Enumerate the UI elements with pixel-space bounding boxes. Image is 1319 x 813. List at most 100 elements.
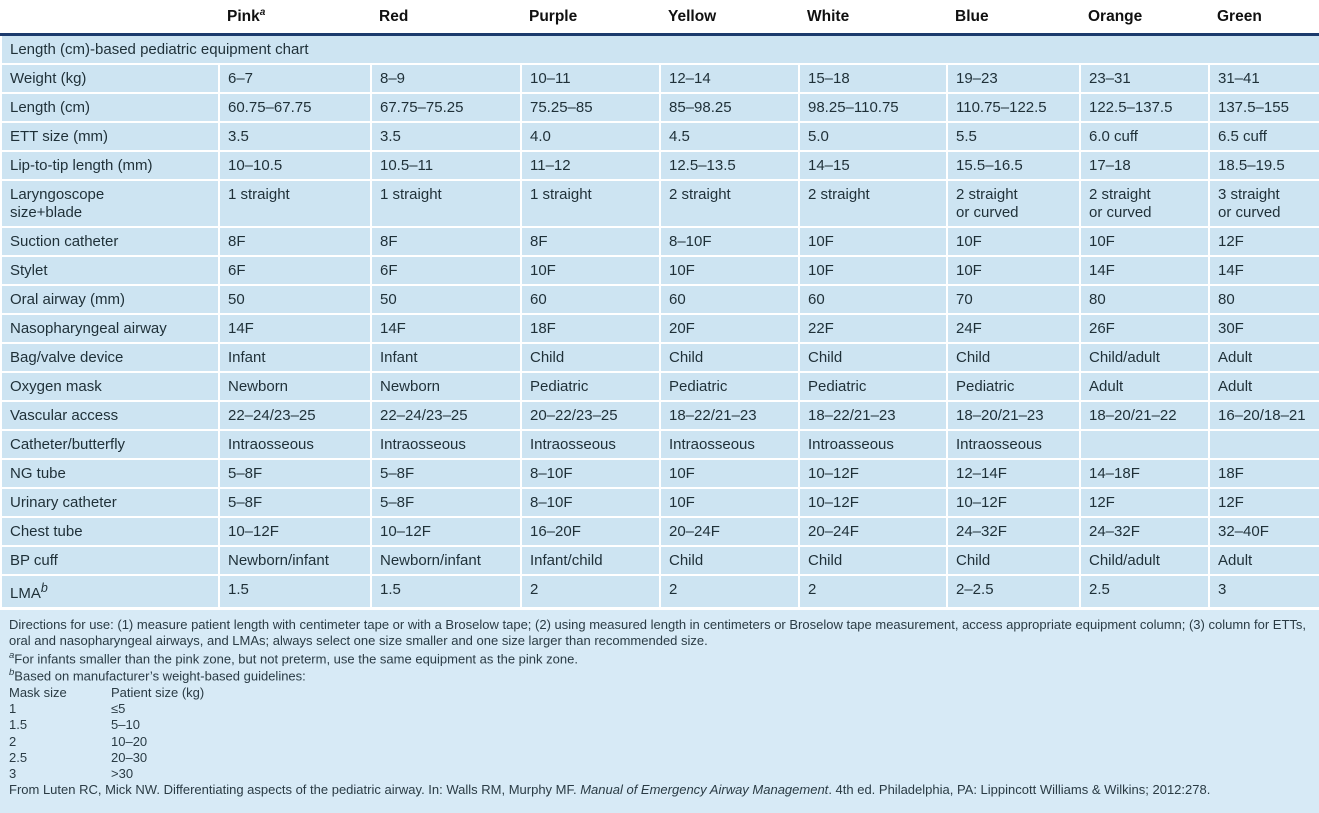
table-caption: Length (cm)-based pediatric equipment ch… bbox=[0, 33, 1319, 66]
table-cell: 14F bbox=[1079, 255, 1210, 287]
table-cell: 8–10F bbox=[520, 487, 661, 519]
table-cell: 6F bbox=[218, 255, 372, 287]
table-cell: 18–22/21–23 bbox=[798, 400, 948, 432]
table-cell: Pediatric bbox=[520, 371, 661, 403]
table-row: Suction catheter 8F 8F 8F 8–10F 10F 10F … bbox=[0, 226, 1319, 258]
table-cell: 122.5–137.5 bbox=[1079, 92, 1210, 124]
table-cell: 18F bbox=[1208, 458, 1319, 490]
row-label-text: Catheter/butterfly bbox=[10, 436, 126, 454]
table-cell: 24–32F bbox=[946, 516, 1081, 548]
directions-text: Directions for use: (1) measure patient … bbox=[9, 617, 1306, 649]
table-cell: 12–14F bbox=[946, 458, 1081, 490]
table-cell: 6–7 bbox=[218, 63, 372, 95]
table-cell: 60 bbox=[659, 284, 800, 316]
citation-post: . 4th ed. Philadelphia, PA: Lippincott W… bbox=[828, 782, 1211, 798]
table-cell: Intraosseous bbox=[218, 429, 372, 461]
table-cell: Adult bbox=[1208, 342, 1319, 374]
table-cell: 10F bbox=[1079, 226, 1210, 258]
mask-size-cell: 1.5 bbox=[9, 717, 28, 733]
row-label: Bag/valve device bbox=[0, 342, 220, 374]
table-cell: 3.5 bbox=[218, 121, 372, 153]
table-cell: Child bbox=[520, 342, 661, 374]
table-row: Bag/valve device Infant Infant Child Chi… bbox=[0, 342, 1319, 374]
row-label-text: Vascular access bbox=[10, 407, 119, 425]
column-header-white: White bbox=[799, 0, 947, 37]
row-label: Suction catheter bbox=[0, 226, 220, 258]
table-cell: 2 bbox=[798, 574, 948, 610]
table-cell: 8F bbox=[218, 226, 372, 258]
footnote-marker-a: a bbox=[259, 7, 266, 18]
footnote-b-marker: b bbox=[9, 667, 15, 679]
table-cell: 10F bbox=[659, 255, 800, 287]
table-cell: Intraosseous bbox=[946, 429, 1081, 461]
table-cell: 15.5–16.5 bbox=[946, 150, 1081, 182]
row-label-text: Bag/valve device bbox=[10, 349, 124, 367]
table-cell: 60 bbox=[520, 284, 661, 316]
table-cell: 6.5 cuff bbox=[1208, 121, 1319, 153]
table-cell: 2 straight bbox=[659, 179, 800, 229]
table-cell: 20F bbox=[659, 313, 800, 345]
row-label-text: Laryngoscope size+blade bbox=[10, 186, 105, 222]
table-cell: Newborn/infant bbox=[370, 545, 522, 577]
table-notes: Directions for use: (1) measure patient … bbox=[0, 610, 1319, 813]
column-header-blue: Blue bbox=[947, 0, 1080, 37]
table-cell: 4.5 bbox=[659, 121, 800, 153]
row-label-text: Weight (kg) bbox=[10, 70, 87, 88]
table-cell: 98.25–110.75 bbox=[798, 92, 948, 124]
table-cell: 19–23 bbox=[946, 63, 1081, 95]
table-cell: Adult bbox=[1208, 371, 1319, 403]
table-cell: 8–10F bbox=[659, 226, 800, 258]
column-header-green: Green bbox=[1209, 0, 1319, 37]
table-row: Weight (kg) 6–7 8–9 10–11 12–14 15–18 19… bbox=[0, 63, 1319, 95]
table-cell: 18.5–19.5 bbox=[1208, 150, 1319, 182]
table-cell: Adult bbox=[1208, 545, 1319, 577]
table-cell: 1 straight bbox=[370, 179, 522, 229]
table-cell: 12.5–13.5 bbox=[659, 150, 800, 182]
footnote-b: bBased on manufacturer’s weight-based gu… bbox=[9, 667, 1310, 685]
row-label-text: Oxygen mask bbox=[10, 378, 102, 396]
table-cell: Child bbox=[798, 342, 948, 374]
row-label: NG tube bbox=[0, 458, 220, 490]
footnote-a-marker: a bbox=[9, 649, 15, 661]
table-cell: 80 bbox=[1079, 284, 1210, 316]
table-cell: 23–31 bbox=[1079, 63, 1210, 95]
table-cell: 10–11 bbox=[520, 63, 661, 95]
row-label: Vascular access bbox=[0, 400, 220, 432]
mask-size-cell: 2 bbox=[9, 733, 17, 749]
table-cell: 10F bbox=[946, 226, 1081, 258]
row-label: Oral airway (mm) bbox=[0, 284, 220, 316]
table-cell: Infant bbox=[218, 342, 372, 374]
table-cell: Child/adult bbox=[1079, 545, 1210, 577]
row-label-text: Nasopharyngeal airway bbox=[10, 320, 167, 338]
table-row: Lip-to-tip length (mm) 10–10.5 10.5–11 1… bbox=[0, 150, 1319, 182]
table-row: Oxygen mask Newborn Newborn Pediatric Pe… bbox=[0, 371, 1319, 403]
table-cell: 14F bbox=[370, 313, 522, 345]
table-row: BP cuff Newborn/infant Newborn/infant In… bbox=[0, 545, 1319, 577]
table-cell: 2.5 bbox=[1079, 574, 1210, 610]
table-cell: 5–8F bbox=[218, 458, 372, 490]
table-cell: 10–12F bbox=[798, 458, 948, 490]
row-label: Nasopharyngeal airway bbox=[0, 313, 220, 345]
table-cell: 12F bbox=[1208, 487, 1319, 519]
table-cell: 50 bbox=[218, 284, 372, 316]
table-cell: 8F bbox=[370, 226, 522, 258]
table-cell: 32–40F bbox=[1208, 516, 1319, 548]
mask-size-cell: 3 bbox=[9, 766, 17, 782]
table-cell: 24F bbox=[946, 313, 1081, 345]
table-cell: 3.5 bbox=[370, 121, 522, 153]
table-cell: Infant bbox=[370, 342, 522, 374]
table-cell: 1.5 bbox=[218, 574, 372, 610]
patient-size-cell: 20–30 bbox=[111, 749, 148, 765]
table-cell: 3 straight or curved bbox=[1208, 179, 1319, 229]
book-title: Manual of Emergency Airway Management bbox=[580, 782, 829, 798]
footnote-a-text: For infants smaller than the pink zone, … bbox=[14, 650, 578, 666]
table-cell: 10–12F bbox=[370, 516, 522, 548]
mask-size-cell: 2.5 bbox=[9, 749, 28, 765]
table-cell: 10.5–11 bbox=[370, 150, 522, 182]
table-cell: 10–12F bbox=[218, 516, 372, 548]
table-cell: Child bbox=[659, 545, 800, 577]
table-cell: 2 bbox=[520, 574, 661, 610]
table-cell: Intraosseous bbox=[370, 429, 522, 461]
column-header-pink: Pinka bbox=[219, 0, 371, 37]
table-cell: 10F bbox=[946, 255, 1081, 287]
